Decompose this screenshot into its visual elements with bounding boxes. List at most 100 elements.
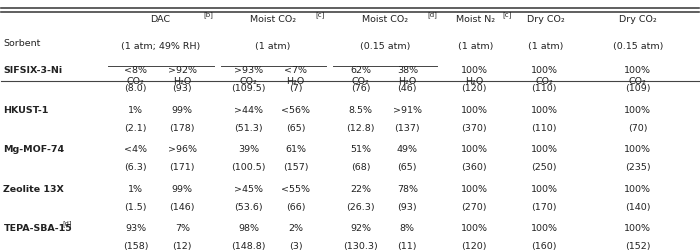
Text: CO₂: CO₂ [536, 77, 553, 86]
Text: 100%: 100% [531, 224, 558, 233]
Text: 100%: 100% [461, 185, 488, 194]
Text: Sorbent: Sorbent [4, 39, 41, 48]
Text: 78%: 78% [397, 185, 418, 194]
Text: (178): (178) [169, 124, 195, 133]
Text: >45%: >45% [234, 185, 263, 194]
Text: 99%: 99% [172, 185, 193, 194]
Text: >92%: >92% [168, 66, 197, 75]
Text: 99%: 99% [172, 106, 193, 115]
Text: (1 atm): (1 atm) [458, 42, 493, 51]
Text: (370): (370) [461, 124, 487, 133]
Text: DAC: DAC [150, 15, 171, 24]
Text: (76): (76) [351, 84, 370, 93]
Text: (148.8): (148.8) [232, 242, 266, 251]
Text: CO₂: CO₂ [127, 77, 144, 86]
Text: H₂O: H₂O [173, 77, 192, 86]
Text: Moist CO₂: Moist CO₂ [250, 15, 296, 24]
Text: <56%: <56% [281, 106, 310, 115]
Text: (250): (250) [531, 163, 557, 172]
Text: (68): (68) [351, 163, 370, 172]
Text: (1 atm; 49% RH): (1 atm; 49% RH) [121, 42, 200, 51]
Text: H₂O: H₂O [398, 77, 416, 86]
Text: (235): (235) [625, 163, 650, 172]
Text: (158): (158) [122, 242, 148, 251]
Text: [d]: [d] [63, 220, 72, 227]
Text: TEPA-SBA-15: TEPA-SBA-15 [4, 224, 72, 233]
Text: (66): (66) [286, 203, 305, 212]
Text: 38%: 38% [397, 66, 418, 75]
Text: (93): (93) [172, 84, 192, 93]
Text: <55%: <55% [281, 185, 310, 194]
Text: 98%: 98% [238, 224, 259, 233]
Text: 100%: 100% [461, 66, 488, 75]
Text: 100%: 100% [531, 106, 558, 115]
Text: Moist N₂: Moist N₂ [456, 15, 496, 24]
Text: (0.15 atm): (0.15 atm) [360, 42, 410, 51]
Text: CO₂: CO₂ [351, 77, 370, 86]
Text: >93%: >93% [234, 66, 263, 75]
Text: CO₂: CO₂ [240, 77, 258, 86]
Text: (8.0): (8.0) [125, 84, 147, 93]
Text: (171): (171) [169, 163, 195, 172]
Text: <4%: <4% [124, 145, 147, 154]
Text: (65): (65) [398, 163, 417, 172]
Text: 100%: 100% [531, 145, 558, 154]
Text: 1%: 1% [128, 106, 143, 115]
Text: 92%: 92% [350, 224, 371, 233]
Text: (93): (93) [398, 203, 417, 212]
Text: 100%: 100% [624, 185, 651, 194]
Text: CO₂: CO₂ [629, 77, 647, 86]
Text: (110): (110) [531, 84, 557, 93]
Text: H₂O: H₂O [286, 77, 304, 86]
Text: (120): (120) [461, 84, 487, 93]
Text: 100%: 100% [461, 106, 488, 115]
Text: (109): (109) [625, 84, 650, 93]
Text: 62%: 62% [350, 66, 371, 75]
Text: 1%: 1% [128, 185, 143, 194]
Text: [b]: [b] [204, 11, 214, 18]
Text: <7%: <7% [284, 66, 307, 75]
Text: (46): (46) [398, 84, 417, 93]
Text: 2%: 2% [288, 224, 303, 233]
Text: (137): (137) [395, 124, 420, 133]
Text: 7%: 7% [175, 224, 190, 233]
Text: 8%: 8% [400, 224, 415, 233]
Text: (12): (12) [173, 242, 192, 251]
Text: (1 atm): (1 atm) [528, 42, 564, 51]
Text: (140): (140) [625, 203, 650, 212]
Text: (0.15 atm): (0.15 atm) [613, 42, 664, 51]
Text: (1.5): (1.5) [125, 203, 147, 212]
Text: 93%: 93% [125, 224, 146, 233]
Text: <8%: <8% [124, 66, 147, 75]
Text: (109.5): (109.5) [232, 84, 266, 93]
Text: (65): (65) [286, 124, 305, 133]
Text: 100%: 100% [461, 224, 488, 233]
Text: (70): (70) [628, 124, 648, 133]
Text: 100%: 100% [531, 185, 558, 194]
Text: 100%: 100% [624, 145, 651, 154]
Text: HKUST-1: HKUST-1 [4, 106, 49, 115]
Text: SIFSIX-3-Ni: SIFSIX-3-Ni [4, 66, 62, 75]
Text: >91%: >91% [393, 106, 422, 115]
Text: 51%: 51% [350, 145, 371, 154]
Text: 100%: 100% [531, 66, 558, 75]
Text: 22%: 22% [350, 185, 371, 194]
Text: (100.5): (100.5) [232, 163, 266, 172]
Text: (160): (160) [531, 242, 557, 251]
Text: 100%: 100% [624, 106, 651, 115]
Text: >44%: >44% [234, 106, 263, 115]
Text: 39%: 39% [238, 145, 259, 154]
Text: Moist CO₂: Moist CO₂ [362, 15, 408, 24]
Text: (360): (360) [461, 163, 487, 172]
Text: (157): (157) [283, 163, 308, 172]
Text: Dry CO₂: Dry CO₂ [620, 15, 657, 24]
Text: (2.1): (2.1) [125, 124, 147, 133]
Text: [c]: [c] [503, 11, 512, 18]
Text: Mg-MOF-74: Mg-MOF-74 [4, 145, 64, 154]
Text: 61%: 61% [285, 145, 306, 154]
Text: (12.8): (12.8) [346, 124, 374, 133]
Text: (170): (170) [531, 203, 557, 212]
Text: 100%: 100% [624, 66, 651, 75]
Text: (270): (270) [461, 203, 487, 212]
Text: (130.3): (130.3) [343, 242, 378, 251]
